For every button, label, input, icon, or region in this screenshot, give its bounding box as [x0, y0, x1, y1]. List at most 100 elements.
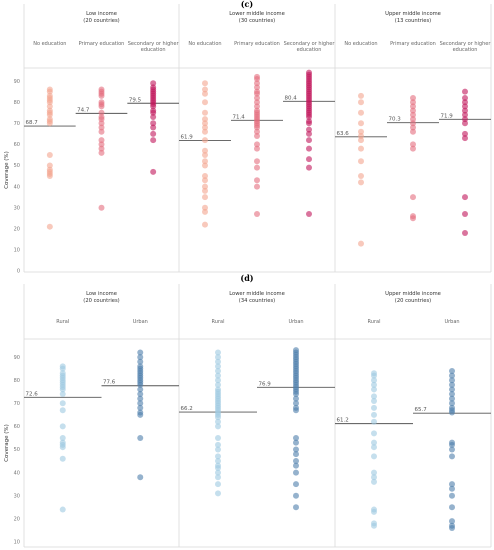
- data-point: [293, 458, 299, 465]
- data-point: [254, 183, 260, 190]
- data-point: [46, 151, 53, 158]
- data-point: [150, 120, 157, 127]
- data-point: [202, 116, 208, 123]
- median-label: 61.9: [181, 134, 194, 140]
- data-point: [449, 453, 455, 460]
- category-label: Rural: [368, 319, 381, 325]
- data-point: [254, 75, 260, 82]
- data-point: [202, 120, 208, 127]
- data-point: [150, 113, 157, 120]
- data-point: [449, 386, 455, 393]
- data-point: [215, 418, 221, 425]
- group-subtitle: (30 countries): [239, 18, 275, 24]
- data-point: [371, 377, 377, 384]
- data-point: [293, 462, 299, 469]
- data-point: [215, 474, 221, 481]
- data-point: [202, 86, 208, 93]
- y-tick-label: 60: [14, 142, 20, 148]
- data-point: [293, 407, 299, 414]
- data-point: [410, 99, 416, 106]
- y-tick-label: 80: [14, 378, 20, 384]
- data-point: [449, 518, 455, 525]
- data-point: [137, 395, 144, 402]
- data-point: [202, 109, 208, 116]
- data-point: [215, 458, 221, 465]
- data-point: [293, 434, 299, 441]
- y-tick-label: 60: [14, 424, 20, 430]
- data-point: [137, 358, 144, 365]
- category-label: Primary education: [390, 41, 436, 47]
- data-point: [371, 439, 377, 446]
- data-point: [358, 132, 364, 139]
- data-point: [98, 109, 105, 116]
- data-point: [202, 147, 208, 154]
- data-point: [137, 400, 144, 407]
- panel-letter: (c): [241, 0, 254, 9]
- data-point: [358, 92, 364, 99]
- data-point: [358, 179, 364, 186]
- data-point: [306, 126, 312, 133]
- y-axis-label: Coverage (%): [4, 424, 10, 462]
- data-point: [254, 158, 260, 165]
- data-point: [358, 120, 364, 127]
- panel-d: (d) 10 20 30 40 50 60 70 80 90 Coverage (%) Low inc…: [4, 273, 492, 548]
- data-point: [306, 137, 312, 144]
- data-point: [202, 128, 208, 135]
- data-point: [202, 99, 208, 106]
- data-point: [215, 367, 221, 374]
- data-point: [306, 164, 312, 171]
- data-point: [215, 377, 221, 384]
- data-point: [449, 381, 455, 388]
- data-point: [202, 151, 208, 158]
- category-label: Urban: [133, 319, 148, 325]
- data-point: [462, 130, 468, 137]
- median-label: 71.9: [441, 113, 454, 119]
- y-tick-label: 70: [14, 401, 20, 407]
- data-point: [215, 354, 221, 361]
- data-point: [254, 124, 260, 131]
- median-label: 63.6: [337, 131, 350, 137]
- data-point: [371, 397, 377, 404]
- data-point: [410, 120, 416, 127]
- data-point: [358, 173, 364, 180]
- panel-c: (c) 0 10 20 30 40 50 60 70 80 90 Coverage (%) Low in…: [4, 0, 492, 275]
- data-point: [202, 187, 208, 194]
- data-point: [202, 183, 208, 190]
- data-point: [215, 464, 221, 471]
- data-point: [59, 365, 66, 372]
- median-label: 79.5: [129, 97, 142, 103]
- data-point: [449, 492, 455, 499]
- category-label: education: [141, 47, 166, 53]
- data-point: [202, 194, 208, 201]
- group-subtitle: (20 countries): [83, 298, 119, 304]
- category-label: Secondary or higher: [128, 41, 180, 47]
- data-point: [215, 434, 221, 441]
- group-subtitle: (34 countries): [239, 298, 275, 304]
- data-point: [449, 485, 455, 492]
- data-point: [254, 90, 260, 97]
- data-point: [371, 418, 377, 425]
- data-point: [215, 423, 221, 430]
- data-point: [410, 94, 416, 101]
- data-point: [462, 116, 468, 123]
- data-point: [449, 391, 455, 398]
- data-point: [215, 363, 221, 370]
- data-point: [150, 130, 157, 137]
- median-label: 65.7: [415, 407, 428, 413]
- data-point: [358, 109, 364, 116]
- data-point: [59, 506, 66, 513]
- data-point: [215, 441, 221, 448]
- data-point: [137, 434, 144, 441]
- data-point: [371, 474, 377, 481]
- data-point: [202, 90, 208, 97]
- data-point: [46, 111, 53, 118]
- data-point: [98, 137, 105, 144]
- data-point: [98, 128, 105, 135]
- data-point: [137, 349, 144, 356]
- data-point: [98, 120, 105, 127]
- data-point: [254, 128, 260, 135]
- data-point: [215, 372, 221, 379]
- data-point: [254, 177, 260, 184]
- data-point: [98, 124, 105, 131]
